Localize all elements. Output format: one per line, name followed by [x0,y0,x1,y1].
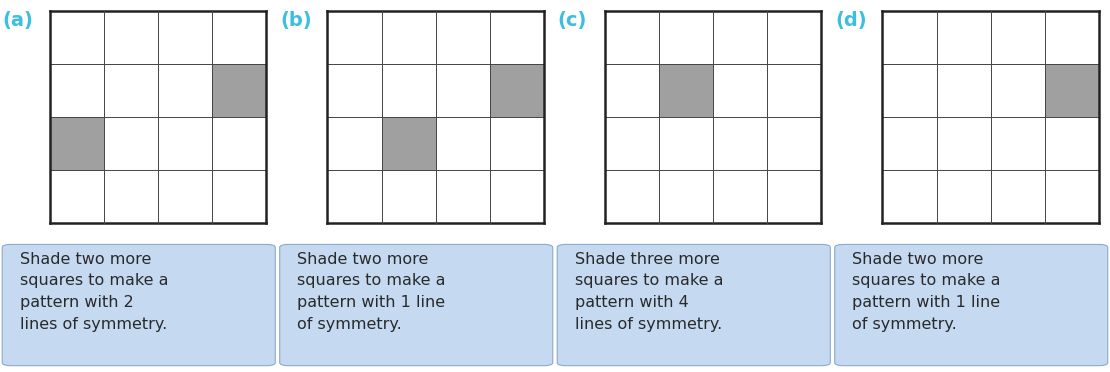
Bar [212,64,266,117]
Text: Shade two more
squares to make a
pattern with 2
lines of symmetry.: Shade two more squares to make a pattern… [20,252,169,332]
Bar [382,117,435,170]
FancyBboxPatch shape [2,244,275,366]
FancyBboxPatch shape [557,244,830,366]
Text: Shade two more
squares to make a
pattern with 1 line
of symmetry.: Shade two more squares to make a pattern… [297,252,446,332]
Text: (d): (d) [835,11,867,30]
Text: Shade two more
squares to make a
pattern with 1 line
of symmetry.: Shade two more squares to make a pattern… [852,252,1001,332]
Text: (a): (a) [2,11,33,30]
Text: (b): (b) [280,11,312,30]
Bar [1045,64,1099,117]
Bar [50,117,104,170]
Text: Shade three more
squares to make a
pattern with 4
lines of symmetry.: Shade three more squares to make a patte… [575,252,724,332]
Text: (c): (c) [557,11,587,30]
Bar [659,64,713,117]
Bar [490,64,544,117]
FancyBboxPatch shape [280,244,553,366]
FancyBboxPatch shape [835,244,1108,366]
